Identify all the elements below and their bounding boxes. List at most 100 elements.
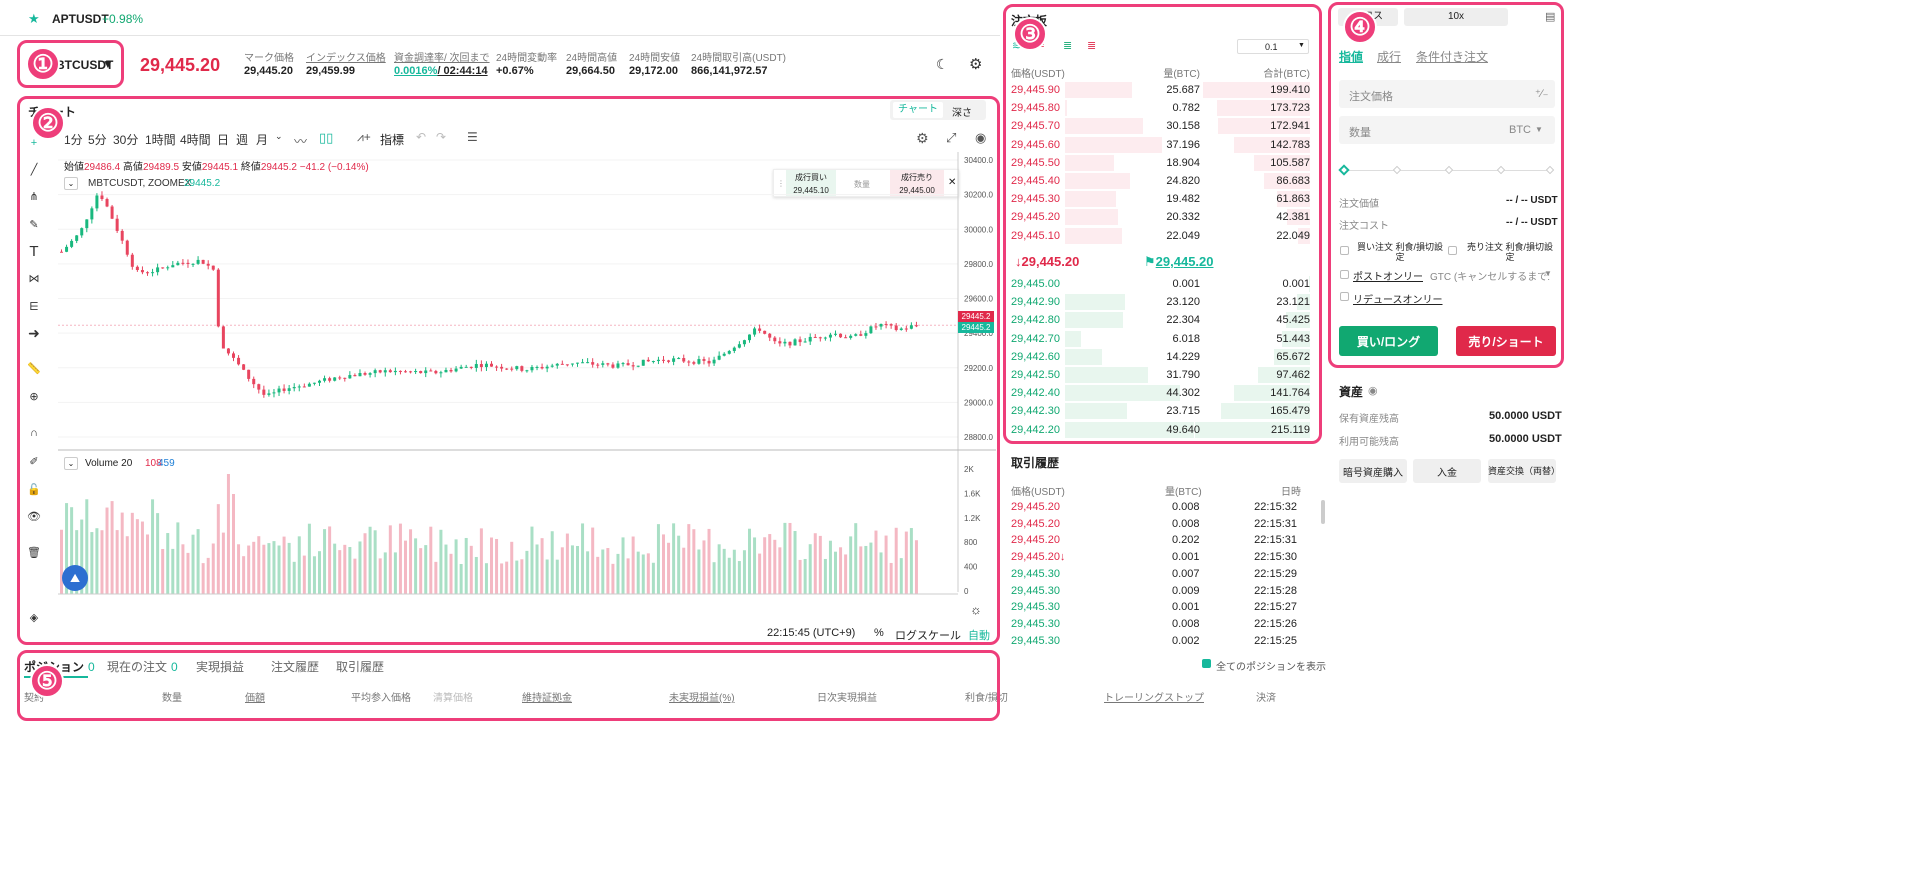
orderbook-row[interactable]: 29,445.00 0.001 0.001: [1010, 275, 1310, 293]
book-asks-icon[interactable]: ≣: [1087, 40, 1097, 52]
quick-qty-input[interactable]: 数量: [854, 180, 870, 189]
close-icon[interactable]: ✕: [948, 177, 957, 188]
deposit-button[interactable]: 入金: [1413, 459, 1481, 483]
sell-short-button[interactable]: 売り/ショート: [1456, 326, 1556, 356]
lock-icon[interactable]: 🔓: [27, 483, 41, 496]
settings-gear-icon[interactable]: ⚙: [969, 56, 983, 73]
interval-3[interactable]: 1時間: [145, 133, 176, 147]
lock-pencil-icon[interactable]: ✐: [29, 455, 39, 468]
orderbook-row[interactable]: 29,445.50 18.904 105.587: [1010, 154, 1310, 172]
favorite-pair[interactable]: APTUSDT: [52, 12, 109, 26]
reduce-only-checkbox[interactable]: [1340, 292, 1349, 301]
interval-1[interactable]: 5分: [88, 133, 107, 147]
slider-mark[interactable]: [1496, 165, 1506, 175]
theme-moon-icon[interactable]: ☾: [936, 56, 949, 72]
collapse-volume-icon[interactable]: ⌄: [64, 457, 78, 470]
qty-unit-select[interactable]: BTC: [1509, 124, 1531, 136]
orderbook-row[interactable]: 29,445.20 20.332 42.381: [1010, 208, 1310, 226]
buy-tpsl-checkbox[interactable]: [1340, 246, 1349, 255]
orderbook-row[interactable]: 29,442.30 23.715 165.479: [1010, 402, 1310, 420]
tab-market[interactable]: 成行: [1377, 50, 1402, 64]
precision-select[interactable]: 0.1 ▼: [1237, 39, 1309, 54]
log-scale-toggle[interactable]: ログスケール: [895, 630, 961, 642]
indicators-button[interactable]: 指標: [380, 133, 405, 147]
orderbook-row[interactable]: 29,445.10 22.049 22.049: [1010, 227, 1310, 245]
crosshair-icon[interactable]: +: [30, 137, 38, 149]
market-sell-button[interactable]: 成行売り 29,445.00: [890, 170, 944, 196]
orderbook-row[interactable]: 29,442.60 14.229 65.672: [1010, 348, 1310, 366]
time-in-force-select[interactable]: GTC (キャンセルするまで:: [1430, 272, 1550, 283]
orderbook-row[interactable]: 29,445.70 30.158 172.941: [1010, 117, 1310, 135]
ruler-tool-icon[interactable]: ⋿: [29, 300, 39, 313]
positions-tab-3[interactable]: 注文履歴: [271, 658, 319, 675]
orderbook-row[interactable]: 29,445.80 0.782 173.723: [1010, 99, 1310, 117]
undo-icon[interactable]: ↶: [416, 130, 427, 144]
percent-toggle[interactable]: %: [874, 627, 884, 639]
slider-mark[interactable]: [1545, 165, 1555, 175]
camera-icon[interactable]: ◉: [975, 130, 987, 145]
slider-thumb[interactable]: [1338, 164, 1350, 176]
interval-4[interactable]: 4時間: [180, 133, 211, 147]
auto-scale-toggle[interactable]: 自動: [968, 630, 990, 642]
buy-long-button[interactable]: 買い/ロング: [1339, 326, 1438, 356]
time-axis-settings-icon[interactable]: ☼: [970, 602, 982, 617]
tab-limit[interactable]: 指値: [1339, 50, 1364, 64]
orderbook-row[interactable]: 29,445.90 25.687 199.410: [1010, 81, 1310, 99]
orderbook-row[interactable]: 29,445.60 37.196 142.783: [1010, 136, 1310, 154]
positions-tab-4[interactable]: 取引履歴: [336, 658, 384, 675]
eye-icon[interactable]: 👁: [27, 510, 41, 523]
brush-icon[interactable]: ✎: [29, 218, 39, 231]
interval-5[interactable]: 日: [217, 133, 230, 147]
redo-icon[interactable]: ↷: [436, 130, 447, 144]
star-icon[interactable]: ★: [28, 11, 40, 26]
layout-icon[interactable]: ☰: [467, 130, 478, 144]
quantity-input[interactable]: 数量 BTC ▼: [1339, 116, 1555, 144]
orderbook-row[interactable]: 29,442.70 6.018 51.443: [1010, 330, 1310, 348]
price-chart[interactable]: 30400.0 30200.0 30000.0 29800.0 29600.0 29400…: [58, 152, 996, 602]
indicators-icon[interactable]: ⩘+: [357, 130, 371, 144]
interval-0[interactable]: 1分: [64, 133, 83, 147]
tab-chart[interactable]: チャート: [893, 102, 943, 118]
fullscreen-icon[interactable]: ⤢: [946, 130, 957, 145]
orderbook-row[interactable]: 29,442.50 31.790 97.462: [1010, 366, 1310, 384]
orderbook-row[interactable]: 29,442.20 49.640 215.119: [1010, 421, 1310, 439]
tradingview-logo-icon[interactable]: ⛰: [62, 565, 88, 591]
trash-icon[interactable]: 🗑: [27, 546, 41, 559]
tab-depth[interactable]: 深さ: [952, 108, 972, 119]
buy-crypto-button[interactable]: 暗号資産購入: [1339, 459, 1407, 483]
convert-button[interactable]: 資産交換（両替）: [1488, 459, 1560, 483]
orderbook-row[interactable]: 29,442.40 44.302 141.764: [1010, 384, 1310, 402]
orderbook-row[interactable]: 29,445.30 19.482 61.863: [1010, 190, 1310, 208]
price-input[interactable]: 注文価格 ⁺∕₋: [1339, 80, 1555, 108]
collapse-legend-icon[interactable]: ⌄: [64, 177, 78, 190]
book-both-icon[interactable]: ≋: [1012, 40, 1022, 52]
chevron-down-icon[interactable]: ⌄: [275, 131, 283, 141]
fib-icon[interactable]: ⋔: [29, 190, 39, 203]
orderbook-mark-price[interactable]: ⚑29,445.20: [1144, 254, 1214, 269]
positions-tab-1[interactable]: 現在の注文 0: [107, 658, 178, 675]
slider-mark[interactable]: [1444, 165, 1454, 175]
orderbook-row[interactable]: 29,442.80 22.304 45.425: [1010, 311, 1310, 329]
measure-icon[interactable]: 📏: [27, 362, 41, 375]
leverage-button[interactable]: 10x: [1404, 8, 1508, 26]
quantity-slider[interactable]: [1338, 164, 1555, 176]
interval-2[interactable]: 30分: [113, 133, 139, 147]
slider-mark[interactable]: [1392, 165, 1402, 175]
candle-style-icon[interactable]: ▯▯: [319, 130, 334, 145]
magnet-icon[interactable]: ∩: [30, 427, 38, 439]
trades-scrollbar[interactable]: [1321, 500, 1325, 524]
chart-settings-icon[interactable]: ⚙: [916, 130, 929, 146]
calculator-icon[interactable]: ▤: [1545, 11, 1556, 23]
back-arrow-icon[interactable]: ➜: [28, 324, 40, 341]
interval-7[interactable]: 月: [256, 133, 269, 147]
trendline-icon[interactable]: ╱: [30, 163, 38, 176]
post-only-checkbox[interactable]: [1340, 270, 1349, 279]
show-all-checkbox[interactable]: [1202, 659, 1211, 668]
orderbook-row[interactable]: 29,445.40 24.820 86.683: [1010, 172, 1310, 190]
price-adjust-icon[interactable]: ⁺∕₋: [1535, 88, 1549, 100]
book-bids-icon[interactable]: ≣: [1063, 40, 1073, 52]
layers-icon[interactable]: ◈: [29, 611, 39, 624]
positions-tab-2[interactable]: 実現損益: [196, 658, 244, 675]
market-buy-button[interactable]: 成行買い 29,445.10: [786, 170, 836, 196]
tab-conditional[interactable]: 条件付き注文: [1416, 50, 1489, 64]
